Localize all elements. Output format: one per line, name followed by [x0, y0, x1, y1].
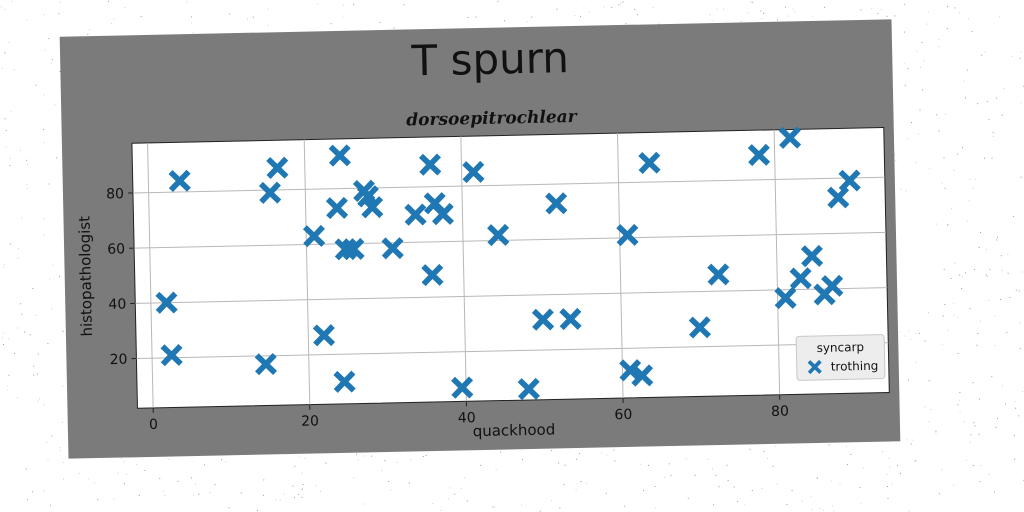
data-point — [747, 143, 771, 167]
legend-marker — [807, 359, 822, 375]
data-point — [517, 377, 540, 401]
data-point — [838, 169, 861, 192]
x-grid-line — [303, 139, 311, 405]
chart-title: T spurn — [410, 33, 569, 85]
data-point — [168, 169, 191, 193]
data-points — [155, 126, 861, 401]
x-axis-ticks: 0 20 40 60 80 — [149, 394, 789, 433]
data-point — [774, 286, 797, 310]
data-point — [688, 316, 712, 339]
x-tick-label: 40 — [458, 410, 476, 426]
data-point — [160, 343, 183, 367]
y-grid-line — [134, 231, 886, 249]
y-tick-label: 60 — [107, 241, 125, 257]
data-point — [462, 160, 485, 184]
data-point — [451, 376, 474, 399]
data-point — [258, 181, 282, 204]
data-point — [361, 196, 384, 219]
y-tick-label: 80 — [106, 186, 124, 202]
data-point — [487, 223, 510, 247]
y-grid-line — [132, 176, 885, 194]
scatter-chart: T spurn dorsoepitrochlear 0 20 40 60 80 20 40… — [75, 33, 890, 440]
y-axis-ticks: 20 40 60 80 — [106, 186, 137, 368]
data-point — [421, 263, 444, 287]
data-point — [418, 153, 442, 176]
data-point — [631, 364, 654, 387]
data-point — [531, 308, 555, 331]
data-point — [821, 274, 844, 298]
data-point — [545, 192, 568, 215]
x-tick-label: 20 — [301, 413, 319, 429]
y-tick-label: 20 — [109, 352, 127, 368]
x-tick-label: 80 — [771, 404, 789, 420]
data-point — [266, 156, 289, 179]
plot-area — [131, 127, 890, 409]
legend: syncarp trothing — [795, 334, 886, 381]
x-grid-line — [460, 136, 467, 402]
y-grid-line — [135, 287, 888, 304]
data-point — [789, 267, 812, 290]
grid-lines — [132, 129, 889, 408]
y-axis-label: histopathologist — [75, 216, 96, 337]
legend-entry-label: trothing — [831, 359, 879, 374]
data-point — [302, 224, 326, 248]
figure-panel: T spurn dorsoepitrochlear 0 20 40 60 80 20 40… — [59, 19, 901, 459]
x-tick-label: 60 — [614, 407, 632, 423]
data-point — [638, 151, 661, 174]
x-grid-line — [147, 142, 154, 408]
data-point — [312, 324, 336, 347]
data-point — [616, 223, 639, 247]
x-grid-line — [616, 133, 624, 399]
data-point — [381, 237, 404, 260]
data-point — [404, 203, 427, 226]
data-point — [559, 307, 582, 331]
data-point — [707, 263, 730, 286]
data-point — [342, 237, 365, 261]
y-grid-line — [136, 342, 889, 360]
data-point — [333, 370, 356, 393]
data-point — [254, 352, 278, 376]
x-tick-label: 0 — [149, 417, 158, 433]
data-point — [800, 244, 824, 268]
data-point — [155, 291, 178, 314]
y-tick-label: 40 — [108, 297, 126, 313]
x-axis-label: quackhood — [473, 420, 556, 440]
data-point — [325, 196, 349, 220]
legend-title: syncarp — [816, 340, 864, 355]
data-point — [328, 144, 351, 167]
x-grid-line — [773, 129, 781, 395]
data-point — [619, 359, 642, 382]
chart-subtitle: dorsoepitrochlear — [406, 107, 578, 131]
data-point — [778, 126, 802, 149]
data-point — [827, 186, 850, 209]
data-point — [431, 202, 455, 226]
